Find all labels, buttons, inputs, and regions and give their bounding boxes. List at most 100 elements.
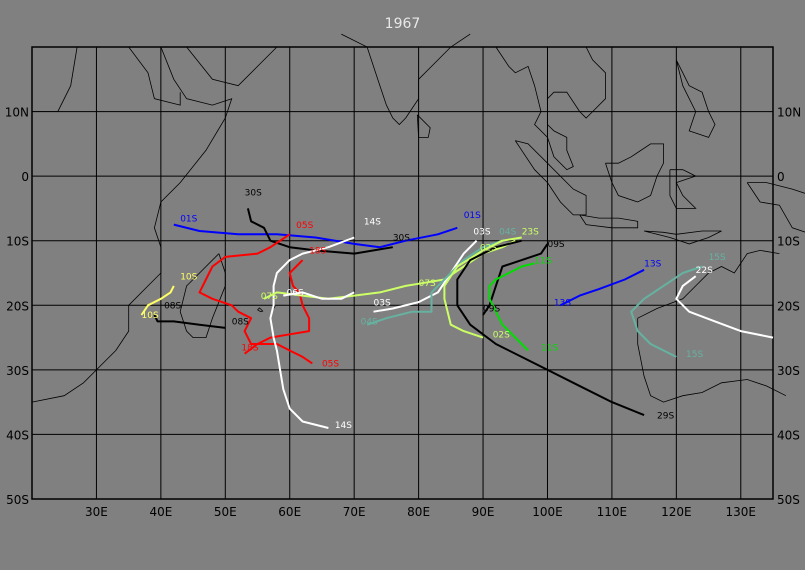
map-frame bbox=[31, 46, 774, 500]
lon-tick-label: 120E bbox=[661, 505, 692, 519]
track-label-30S: 30S bbox=[393, 234, 410, 244]
coastline bbox=[675, 59, 716, 138]
track-23S bbox=[443, 236, 522, 339]
lon-tick-label: 60E bbox=[278, 505, 301, 519]
track-label-02S: 02S bbox=[493, 331, 510, 341]
track-label-07S: 07S bbox=[261, 292, 278, 302]
lon-tick-label: 40E bbox=[149, 505, 172, 519]
lat-tick-label-right: 10N bbox=[777, 106, 801, 120]
track-label-08S: 08S bbox=[232, 318, 249, 328]
track-04S bbox=[366, 239, 503, 326]
lon-tick-label: 110E bbox=[597, 505, 628, 519]
lat-tick-label-left: 10S bbox=[6, 235, 29, 249]
coastline bbox=[746, 182, 805, 233]
coastline bbox=[605, 143, 664, 203]
lon-tick-label: 130E bbox=[726, 505, 757, 519]
track-18S bbox=[243, 259, 311, 355]
track-label-09S: 09S bbox=[547, 240, 564, 250]
track-label-13S: 13S bbox=[644, 260, 661, 270]
track-labels: 01S 01S 30S 30S 05S 05S 18S 18S 14S 14S 10S 10S 08S 0… bbox=[142, 189, 726, 431]
track-label-11S: 11S bbox=[535, 256, 552, 266]
track-label-14S: 14S bbox=[364, 218, 381, 228]
lat-tick-label-left: 20S bbox=[6, 299, 29, 313]
track-09S bbox=[482, 243, 549, 316]
track-06S bbox=[283, 291, 355, 300]
coastline bbox=[109, 46, 181, 106]
lon-tick-label: 50E bbox=[214, 505, 237, 519]
lon-tick-label: 30E bbox=[85, 505, 108, 519]
coastline bbox=[32, 46, 78, 112]
cyclone-tracks bbox=[140, 208, 774, 429]
track-label-04S: 04S bbox=[499, 227, 516, 237]
track-01S bbox=[173, 223, 458, 249]
track-13S bbox=[559, 268, 645, 307]
track-label-05S: 05S bbox=[296, 221, 313, 231]
track-label-18S: 18S bbox=[241, 343, 258, 353]
track-label-15S: 15S bbox=[686, 350, 703, 360]
coastline bbox=[186, 46, 278, 87]
coastline bbox=[579, 214, 639, 229]
axis-labels: 30E 40E 50E 60E 70E 80E 90E 100E 110E 120E 130E 10N… bbox=[5, 106, 802, 519]
track-label-03S: 03S bbox=[374, 298, 391, 308]
coastline bbox=[31, 46, 233, 403]
lon-tick-label: 80E bbox=[407, 505, 430, 519]
lat-tick-label-left: 30S bbox=[6, 364, 29, 378]
track-label-04S: 04S bbox=[361, 318, 378, 328]
track-label-18S: 18S bbox=[309, 247, 326, 257]
track-label-07S: 07S bbox=[419, 279, 436, 289]
track-14S bbox=[269, 236, 355, 429]
track-05S bbox=[198, 233, 313, 365]
track-03S bbox=[373, 239, 478, 313]
track-label-13S: 13S bbox=[554, 298, 571, 308]
coastline bbox=[514, 140, 587, 216]
coastline bbox=[637, 318, 787, 403]
lon-tick-label: 90E bbox=[472, 505, 495, 519]
track-label-01S: 01S bbox=[180, 214, 197, 224]
lat-tick-label-right: 40S bbox=[777, 428, 800, 442]
coastline bbox=[669, 169, 697, 209]
lon-tick-label: 100E bbox=[532, 505, 563, 519]
lat-tick-label-right: 50S bbox=[777, 493, 800, 507]
track-label-09S: 09S bbox=[483, 305, 500, 315]
lat-tick-label-left: 0 bbox=[21, 170, 29, 184]
coastline bbox=[644, 230, 722, 245]
track-label-10S: 10S bbox=[142, 311, 159, 321]
coastline bbox=[341, 33, 471, 126]
coastline bbox=[637, 249, 780, 319]
track-label-08S: 08S bbox=[164, 302, 181, 312]
track-label-29S: 29S bbox=[657, 411, 674, 421]
track-label-02S: 02S bbox=[480, 243, 497, 253]
lat-tick-label-left: 40S bbox=[6, 428, 29, 442]
map-border bbox=[31, 46, 774, 500]
track-15S bbox=[630, 265, 703, 358]
lon-tick-label: 70E bbox=[343, 505, 366, 519]
track-label-01S: 01S bbox=[464, 211, 481, 221]
lat-tick-label-right: 0 bbox=[777, 170, 785, 184]
track-10S bbox=[140, 285, 175, 316]
track-08S bbox=[153, 314, 226, 329]
lat-lon-grid bbox=[32, 47, 773, 499]
coastline bbox=[495, 46, 606, 171]
track-label-05S: 05S bbox=[322, 360, 339, 370]
track-22S bbox=[675, 275, 774, 339]
track-label-30S: 30S bbox=[245, 189, 262, 199]
coastline bbox=[416, 114, 431, 138]
coastline bbox=[257, 307, 264, 313]
track-30S bbox=[246, 208, 393, 255]
track-label-03S: 03S bbox=[473, 227, 490, 237]
track-label-22S: 22S bbox=[696, 266, 713, 276]
track-label-14S: 14S bbox=[335, 421, 352, 431]
track-29S bbox=[456, 239, 645, 417]
track-label-06S: 06S bbox=[287, 289, 304, 299]
coastlines bbox=[31, 33, 805, 403]
lat-tick-label-right: 30S bbox=[777, 364, 800, 378]
lat-tick-label-left: 50S bbox=[6, 493, 29, 507]
lat-tick-label-left: 10N bbox=[5, 106, 29, 120]
track-11S bbox=[488, 262, 535, 352]
track-label-11S: 11S bbox=[541, 343, 558, 353]
track-label-10S: 10S bbox=[180, 272, 197, 282]
lat-tick-label-right: 10S bbox=[777, 235, 800, 249]
track-label-15S: 15S bbox=[709, 253, 726, 263]
map-title: 1967 bbox=[384, 16, 421, 32]
